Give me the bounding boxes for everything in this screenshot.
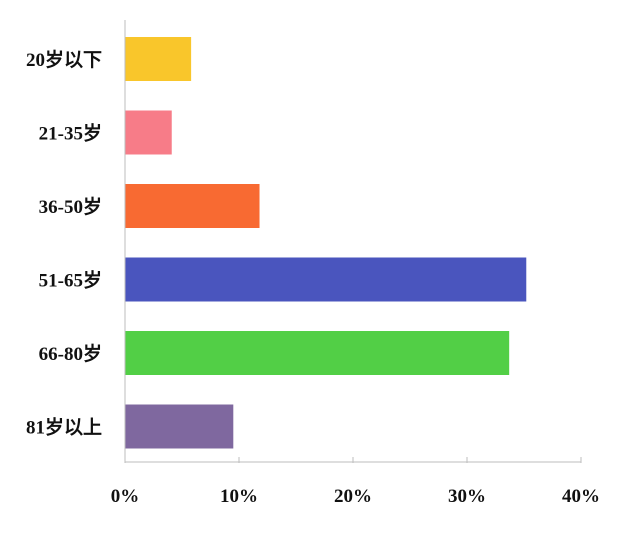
- bar-2: [125, 184, 260, 228]
- x-tick-label: 10%: [220, 486, 258, 507]
- category-label: 81岁以上: [26, 416, 102, 439]
- x-tick-label: 40%: [562, 486, 600, 507]
- bar-3: [125, 257, 527, 302]
- x-tick-label: 30%: [448, 486, 486, 507]
- bar-4: [125, 331, 510, 375]
- x-ticks: 0% 10% 20% 30% 40%: [111, 457, 600, 507]
- x-tick-label: 0%: [111, 486, 140, 507]
- category-label: 36-50岁: [39, 195, 102, 218]
- category-label: 51-65岁: [39, 269, 102, 292]
- bars-group: [125, 37, 527, 449]
- bar-1: [125, 110, 172, 155]
- category-label: 66-80岁: [39, 342, 102, 365]
- category-label: 20岁以下: [26, 48, 102, 71]
- category-label: 21-35岁: [39, 122, 102, 145]
- bar-5: [125, 404, 234, 449]
- category-labels: 20岁以下 21-35岁 36-50岁 51-65岁 66-80岁 81岁以上: [26, 48, 102, 439]
- x-tick-label: 20%: [334, 486, 372, 507]
- bar-0: [125, 37, 192, 81]
